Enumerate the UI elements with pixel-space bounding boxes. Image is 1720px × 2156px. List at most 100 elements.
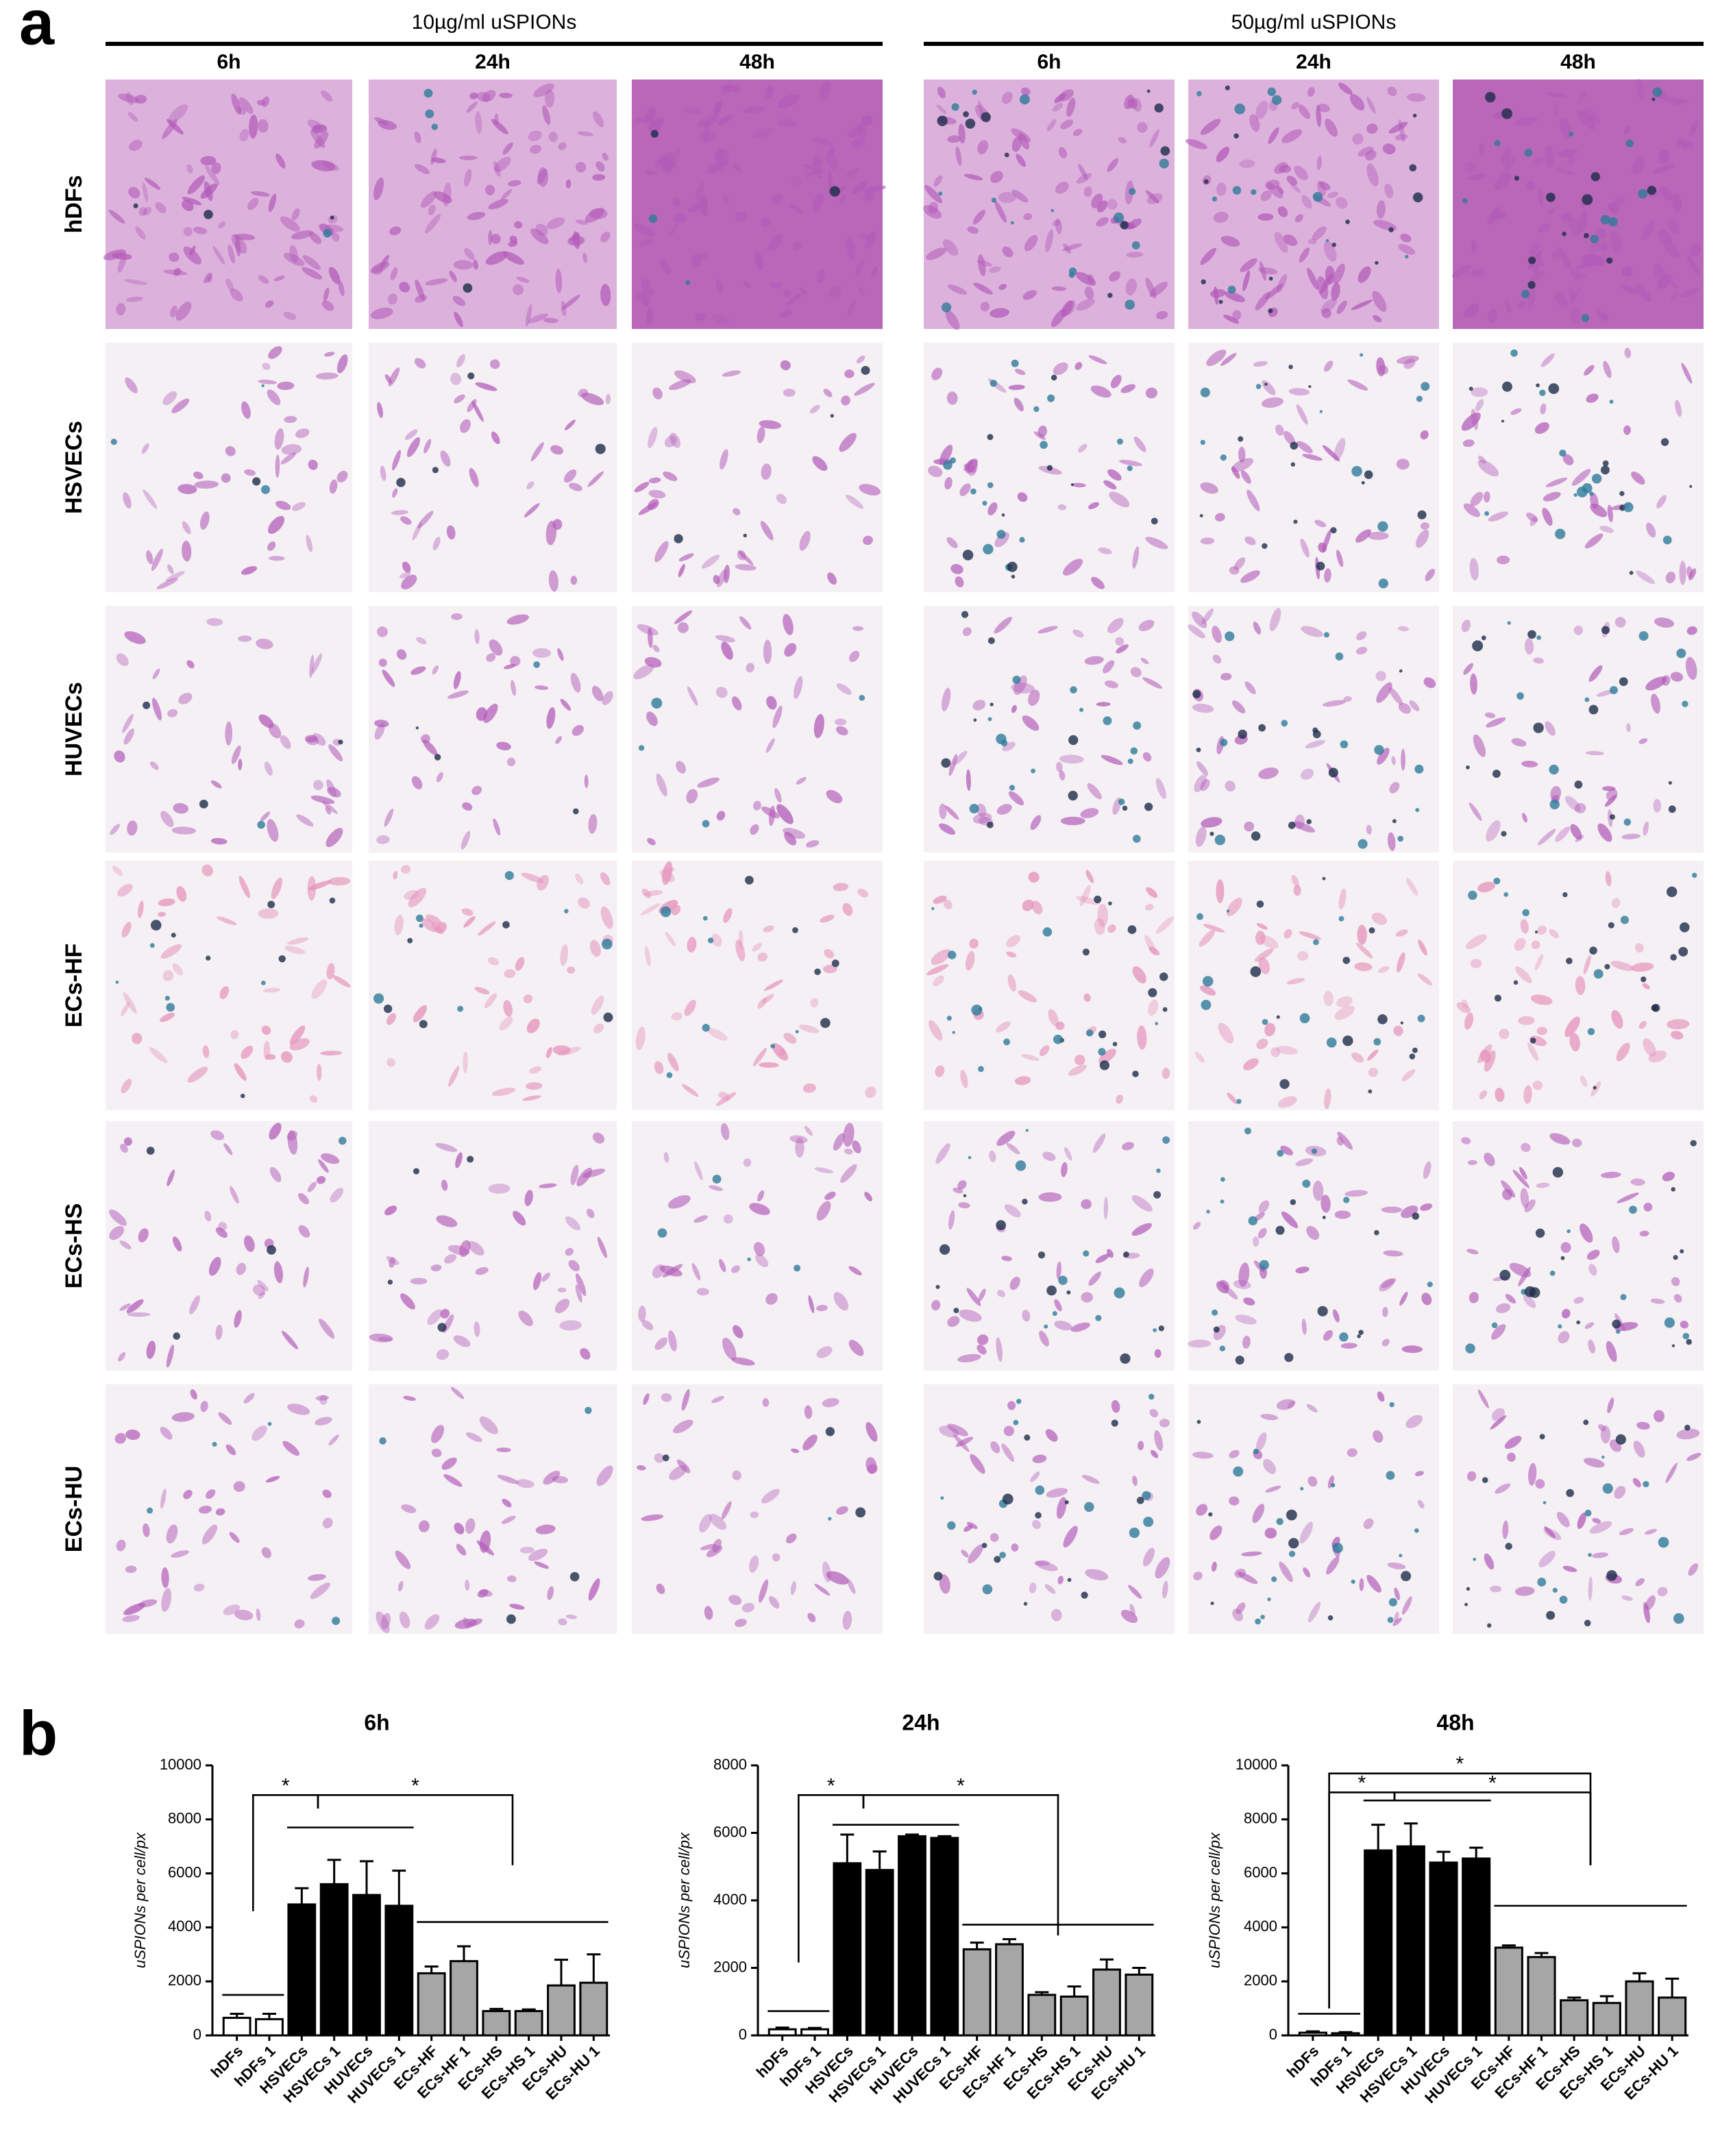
cell [663,158,678,168]
cell [1376,200,1386,219]
cell [309,1095,318,1103]
cell [1470,959,1482,968]
iron-deposit [745,875,754,885]
cell [812,456,828,471]
cell [1420,1203,1433,1211]
iron-deposit [338,739,343,745]
cell [1525,638,1534,654]
cell [267,389,281,406]
cell [177,484,197,494]
iron-deposit [1507,621,1511,625]
iron-deposit [1558,1324,1562,1329]
cell [844,1148,853,1155]
iron-deposit [1024,1434,1031,1441]
cell [287,1404,310,1415]
cell [138,207,147,217]
cell [1323,1330,1334,1341]
iron-deposit [329,897,336,904]
cell [206,275,213,283]
iron-deposit [1616,1329,1621,1334]
cell [223,1604,241,1615]
cell [791,1448,800,1454]
cell [1142,677,1163,689]
cell [997,1290,1006,1297]
cell [822,964,837,973]
micrograph [1188,606,1439,853]
cell [1056,1261,1061,1279]
cell [1689,244,1701,257]
y-tick-label: 8000 [713,1756,747,1773]
cell [1326,1556,1340,1575]
micrograph [103,79,352,329]
cell [1657,1587,1668,1597]
cell [731,696,742,711]
cell [1331,282,1340,301]
iron-deposit [1345,219,1350,224]
cell [1477,455,1486,464]
cell [1606,1340,1617,1362]
iron-deposit [1351,465,1362,477]
cell [1324,1088,1331,1110]
cell [321,300,334,311]
error-bar [1534,1952,1549,1957]
cell [713,574,720,585]
cell [450,373,462,385]
cell [238,635,252,642]
cell [1484,1553,1495,1570]
iron-deposit [1258,724,1266,732]
cell [1586,1249,1600,1260]
cell [1188,1339,1212,1348]
cell [328,877,351,886]
cell [681,1083,699,1097]
cell [1672,99,1689,103]
iron-deposit [1427,1282,1433,1288]
cell [989,1150,996,1162]
cell [392,488,398,498]
cell [1626,723,1631,733]
cell [1529,243,1540,256]
cell [1034,1560,1050,1567]
iron-deposit [1244,1127,1251,1135]
iron-deposit [1340,740,1349,748]
cell [928,201,938,214]
cell [175,302,192,321]
cell [1254,1212,1265,1221]
cell [1680,1321,1689,1329]
cell [560,698,572,711]
iron-deposit [569,1571,580,1582]
cell [570,576,578,585]
iron-deposit [951,103,959,111]
cell [822,1561,831,1582]
cell [1471,408,1479,430]
cell [600,906,613,929]
cell [1517,301,1525,309]
cell [1301,768,1314,780]
iron-deposit [968,1155,972,1160]
cell [1120,384,1136,393]
cell [1542,507,1553,526]
cell [588,1578,600,1601]
cell [454,394,465,404]
error-bar [230,2012,244,2018]
cell [1211,1561,1217,1572]
cell [970,1454,985,1474]
cell [460,419,471,433]
error-bar [1403,1822,1418,1847]
cell [847,125,864,138]
iron-deposit [946,1016,952,1021]
iron-deposit [666,1072,673,1079]
cell [268,346,282,359]
bar [1027,1994,1057,2037]
cell [799,530,811,551]
cell [268,723,282,739]
iron-deposit [1212,1309,1218,1316]
cell [804,1126,813,1136]
cell [704,1606,713,1620]
micrograph-bg [106,861,352,1110]
panel-label: b [19,1698,58,1768]
cell [1045,229,1054,252]
cell [225,446,236,456]
iron-deposit [437,1323,447,1332]
cell [565,1615,577,1619]
iron-deposit [1501,419,1505,423]
